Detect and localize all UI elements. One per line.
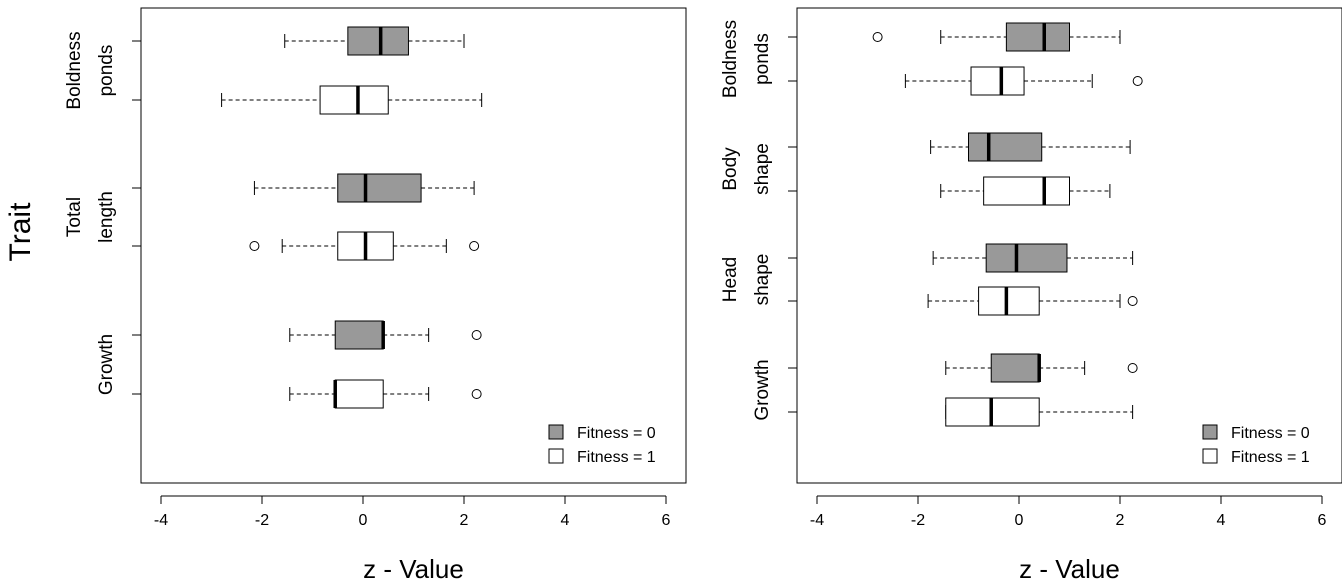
trait-group: Body shape: [720, 132, 1131, 206]
legend-entry: Fitness = 1: [577, 449, 656, 466]
x-tick-label: -4: [154, 512, 168, 529]
box-fitness-1: [788, 397, 1134, 427]
box-iqr: [983, 176, 1071, 206]
outlier-point: [1132, 76, 1143, 86]
legend-swatch: [548, 448, 564, 464]
group-label: shape: [752, 143, 773, 195]
legend-entry: Fitness = 0: [577, 425, 656, 442]
box-fitness-1: [132, 379, 482, 409]
box-fitness-1: [132, 85, 483, 115]
box-fitness-1: [132, 231, 480, 261]
trait-group: Boldness ponds: [720, 20, 1143, 98]
box-iqr: [347, 26, 409, 56]
group-label: ponds: [96, 45, 117, 97]
x-tick-label: 2: [1116, 512, 1125, 529]
x-tick-label: -2: [255, 512, 269, 529]
plot-frame: [140, 7, 687, 484]
box-iqr: [1005, 22, 1070, 52]
x-tick-label: 4: [561, 512, 570, 529]
x-tick-label: 2: [460, 512, 469, 529]
group-label: length: [96, 191, 117, 243]
legend-entry: Fitness = 1: [1231, 449, 1310, 466]
box-iqr: [990, 353, 1040, 383]
legend: Fitness = 0 Fitness = 1: [1202, 424, 1310, 466]
legend-swatch: [548, 424, 564, 440]
x-axis-label: z - Value: [1019, 554, 1120, 583]
trait-group: Boldness ponds: [64, 26, 483, 115]
legend-swatch: [1202, 424, 1218, 440]
outlier-point: [471, 330, 482, 340]
group-label: Growth: [752, 359, 773, 420]
box-fitness-0: [788, 132, 1131, 162]
box-iqr: [334, 379, 384, 409]
box-fitness-0: [132, 320, 482, 350]
group-label: shape: [752, 254, 773, 306]
group-label: Total: [64, 197, 85, 237]
x-axis-label: z - Value: [363, 554, 464, 583]
box-iqr: [334, 320, 384, 350]
box-fitness-1: [788, 176, 1111, 206]
x-tick-label: 6: [1318, 512, 1327, 529]
box-fitness-0: [132, 173, 475, 203]
outlier-point: [249, 241, 260, 251]
trait-group: Growth: [752, 353, 1138, 427]
group-label: ponds: [752, 33, 773, 85]
x-tick-label: 6: [662, 512, 671, 529]
x-tick-label: -2: [911, 512, 925, 529]
legend-entry: Fitness = 0: [1231, 425, 1310, 442]
legend: Fitness = 0 Fitness = 1: [548, 424, 656, 466]
box-iqr: [978, 286, 1040, 316]
outlier-point: [469, 241, 480, 251]
box-fitness-1: [788, 66, 1143, 96]
box-iqr: [970, 66, 1025, 96]
box-iqr: [319, 85, 389, 115]
x-tick-label: -4: [810, 512, 824, 529]
group-label: Boldness: [64, 31, 85, 109]
left-panel: -4 -2 0 2 4 6 z - Value Boldness ponds Total lengt…: [64, 7, 687, 583]
trait-group: Head shape: [720, 243, 1138, 316]
group-label: Head: [720, 257, 741, 302]
outlier-point: [872, 32, 883, 42]
x-tick-label: 4: [1217, 512, 1226, 529]
y-axis-label: Trait: [4, 202, 37, 262]
box-fitness-0: [788, 22, 1121, 52]
group-label: Boldness: [720, 20, 741, 98]
group-label: Body: [720, 147, 741, 191]
x-tick-label: 0: [359, 512, 368, 529]
x-tick-label: 0: [1015, 512, 1024, 529]
box-fitness-0: [788, 243, 1134, 273]
box-iqr: [985, 243, 1068, 273]
box-iqr: [968, 132, 1043, 162]
trait-group: Growth: [96, 320, 482, 409]
box-iqr: [337, 173, 422, 203]
outlier-point: [1127, 296, 1138, 306]
box-fitness-0: [788, 353, 1138, 383]
box-fitness-1: [788, 286, 1138, 316]
group-label: Growth: [96, 334, 117, 395]
outlier-point: [471, 389, 482, 399]
plot-frame: [796, 7, 1342, 484]
trait-group: Total length: [64, 173, 480, 261]
legend-swatch: [1202, 448, 1218, 464]
box-fitness-0: [132, 26, 465, 56]
outlier-point: [1127, 363, 1138, 373]
